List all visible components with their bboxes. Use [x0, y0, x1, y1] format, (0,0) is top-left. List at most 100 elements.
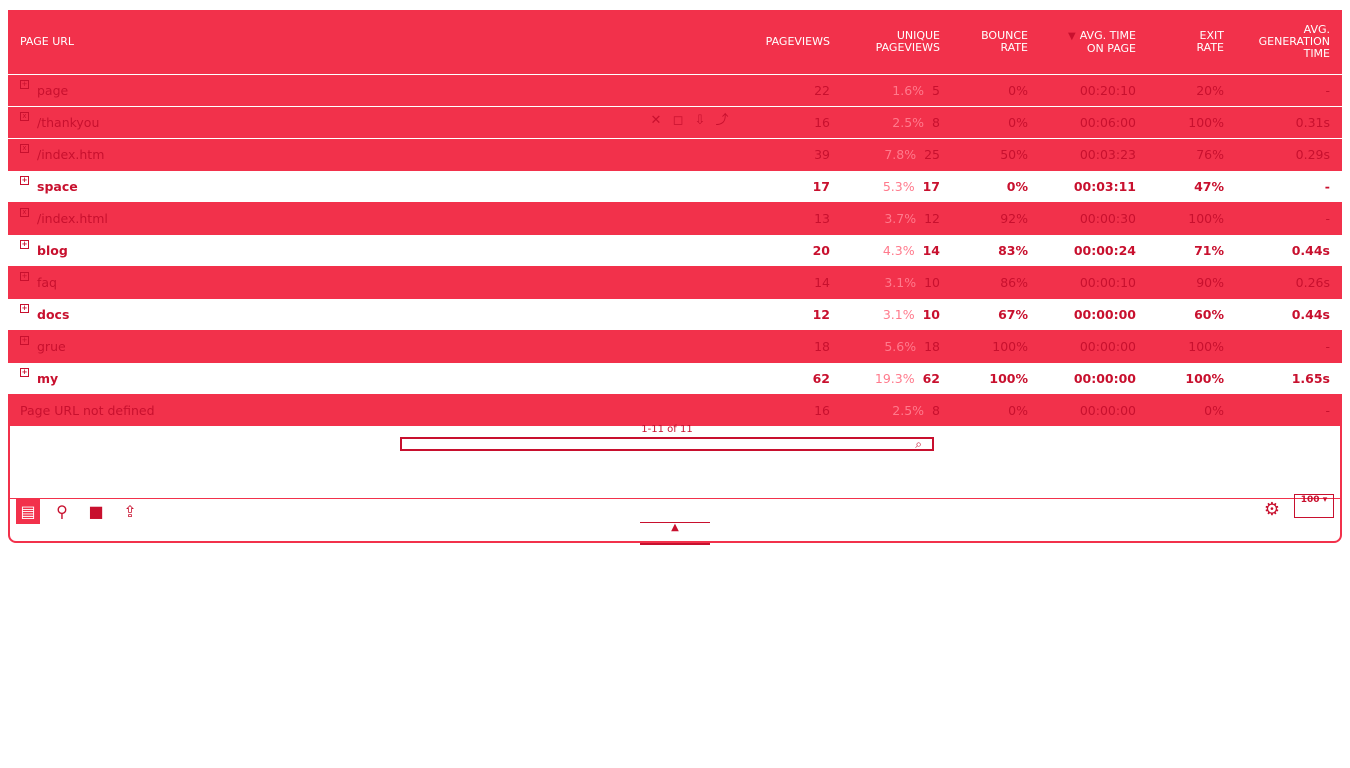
row-label[interactable]: x/index.htm [8, 138, 738, 171]
row-label-text: /index.htm [37, 147, 105, 162]
table-row[interactable]: + space 17 5.3% 17 0% 00:03:11 47% - [8, 170, 1342, 203]
bar-chart-icon[interactable]: ⚲ [56, 501, 68, 521]
row-pageviews: 17 [738, 170, 842, 203]
row-avg-time: 00:00:00 [1040, 362, 1148, 395]
download-icon[interactable]: ⇩ [694, 113, 706, 128]
row-label[interactable]: + faq [8, 266, 738, 299]
row-pageviews: 13 [738, 202, 842, 235]
comment-icon[interactable]: ◻ [672, 113, 684, 128]
page-urls-table: PAGE URL PAGEVIEWS UNIQUE PAGEVIEWS BOUNC… [8, 10, 1342, 426]
search-icon[interactable]: ⌕ [915, 437, 922, 451]
expand-icon[interactable]: + [20, 368, 29, 377]
column-header-bounce-rate[interactable]: BOUNCE RATE [952, 10, 1040, 75]
row-pageviews-percent: 4.3% [882, 243, 915, 258]
table-row[interactable]: + page 22 1.6% 5 0% 00:20:10 20% - [8, 74, 1342, 107]
export-icon[interactable]: ⇪ [123, 501, 137, 521]
table-icon[interactable]: ▤ [16, 498, 40, 524]
link-icon[interactable]: x [20, 144, 29, 153]
row-pageviews-percent: 2.5% [892, 403, 925, 418]
search-input[interactable]: ⌕ [400, 437, 934, 451]
row-exit-rate: 100% [1148, 202, 1236, 235]
row-label[interactable]: x/index.html [8, 202, 738, 235]
row-pageviews: 22 [738, 74, 842, 107]
row-exit-rate: 100% [1148, 362, 1236, 395]
row-label[interactable]: + docs [8, 298, 738, 331]
row-label-text: /index.html [37, 211, 108, 226]
pagination-range: 1-11 of 11 [641, 424, 693, 435]
row-unique-value: 62 [922, 371, 940, 386]
row-label[interactable]: + grue [8, 330, 738, 363]
table-row[interactable]: x/index.htm 39 7.8% 25 50% 00:03:23 76% 0.29s [8, 138, 1342, 171]
table-row[interactable]: x/index.html 13 3.7% 12 92% 00:00:30 100% - [8, 202, 1342, 235]
row-pageviews: 62 [738, 362, 842, 395]
page-urls-widget: PAGE URL PAGEVIEWS UNIQUE PAGEVIEWS BOUNC… [8, 10, 1342, 545]
row-label[interactable]: Page URL not defined [8, 394, 738, 426]
link-icon[interactable]: x [20, 112, 29, 121]
row-generation-time: 0.31s [1236, 106, 1342, 139]
row-label[interactable]: + page [8, 74, 738, 107]
row-bounce-rate: 86% [952, 266, 1040, 299]
row-exit-rate: 60% [1148, 298, 1236, 331]
row-bounce-rate: 100% [952, 362, 1040, 395]
row-bounce-rate: 50% [952, 138, 1040, 171]
row-pageviews-percent: 19.3% [874, 371, 915, 386]
table-row[interactable]: + grue 18 5.6% 18 100% 00:00:00 100% - [8, 330, 1342, 363]
row-unique-value: 12 [924, 211, 940, 226]
row-unique-pageviews: 5.6% 18 [842, 330, 952, 363]
trend-icon[interactable]: ⤴ [715, 113, 729, 128]
table-row[interactable]: x/thankyou ✕ ◻ ⇩ ⤴ 16 2.5% 8 0% 00:06:00 100% 0.31s [8, 106, 1342, 139]
footer-divider [10, 498, 1340, 499]
row-pageviews-percent: 3.1% [882, 307, 915, 322]
row-avg-time: 00:00:00 [1040, 298, 1148, 331]
row-avg-time: 00:06:00 [1040, 106, 1148, 139]
row-pageviews: 12 [738, 298, 842, 331]
table-body: + page 22 1.6% 5 0% 00:20:10 20% - x/thankyou ✕ ◻ ⇩ ⤴… [8, 74, 1342, 426]
row-bounce-rate: 67% [952, 298, 1040, 331]
row-unique-pageviews: 2.5% 8 [842, 394, 952, 426]
row-pageviews: 14 [738, 266, 842, 299]
row-bounce-rate: 92% [952, 202, 1040, 235]
row-exit-rate: 100% [1148, 330, 1236, 363]
row-label-text: blog [37, 243, 68, 258]
expand-icon[interactable]: + [20, 176, 29, 185]
row-label[interactable]: + space [8, 170, 738, 203]
expand-icon[interactable]: + [20, 240, 29, 249]
row-avg-time: 00:00:24 [1040, 234, 1148, 267]
row-label[interactable]: + my [8, 362, 738, 395]
expand-icon[interactable]: + [20, 272, 29, 281]
row-limit-select[interactable]: 100 ▾ [1294, 494, 1334, 518]
table-row[interactable]: + docs 12 3.1% 10 67% 00:00:00 60% 0.44s [8, 298, 1342, 331]
table-row[interactable]: + faq 14 3.1% 10 86% 00:00:10 90% 0.26s [8, 266, 1342, 299]
row-label[interactable]: x/thankyou ✕ ◻ ⇩ ⤴ [8, 106, 738, 139]
column-header-avg-time[interactable]: ▼ AVG. TIME ON PAGE [1040, 10, 1148, 75]
expand-icon[interactable]: + [20, 336, 29, 345]
row-unique-pageviews: 3.7% 12 [842, 202, 952, 235]
row-unique-value: 8 [932, 115, 940, 130]
expand-icon[interactable]: + [20, 80, 29, 89]
row-pageviews: 16 [738, 394, 842, 426]
row-label[interactable]: + blog [8, 234, 738, 267]
row-unique-value: 17 [922, 179, 940, 194]
table-header-row: PAGE URL PAGEVIEWS UNIQUE PAGEVIEWS BOUNC… [8, 10, 1342, 75]
column-header-pageviews[interactable]: PAGEVIEWS [738, 10, 842, 75]
pie-chart-icon[interactable]: ■ [88, 501, 104, 521]
table-row[interactable]: + blog 20 4.3% 14 83% 00:00:24 71% 0.44s [8, 234, 1342, 267]
table-row[interactable]: Page URL not defined 16 2.5% 8 0% 00:00:00 0% - [8, 394, 1342, 426]
column-header-label[interactable]: PAGE URL [8, 10, 738, 75]
chevron-up-icon[interactable]: ▲ [640, 522, 710, 545]
row-unique-value: 5 [932, 83, 940, 98]
table-row[interactable]: + my 62 19.3% 62 100% 00:00:00 100% 1.65s [8, 362, 1342, 395]
settings-icon[interactable]: ⚙ [1263, 499, 1280, 520]
expand-icon[interactable]: + [20, 304, 29, 313]
visualization-toolbar: ▤ ⚲ ■ ⇪ [16, 498, 142, 524]
row-pageviews-percent: 5.3% [882, 179, 915, 194]
row-generation-time: - [1236, 202, 1342, 235]
link-icon[interactable]: x [20, 208, 29, 217]
row-pageviews: 20 [738, 234, 842, 267]
column-header-exit-rate[interactable]: EXIT RATE [1148, 10, 1236, 75]
row-unique-value: 8 [932, 403, 940, 418]
column-header-unique-pageviews[interactable]: UNIQUE PAGEVIEWS [842, 10, 952, 75]
row-exit-rate: 90% [1148, 266, 1236, 299]
column-header-generation-time[interactable]: AVG. GENERATION TIME [1236, 10, 1342, 75]
close-icon[interactable]: ✕ [650, 113, 662, 128]
